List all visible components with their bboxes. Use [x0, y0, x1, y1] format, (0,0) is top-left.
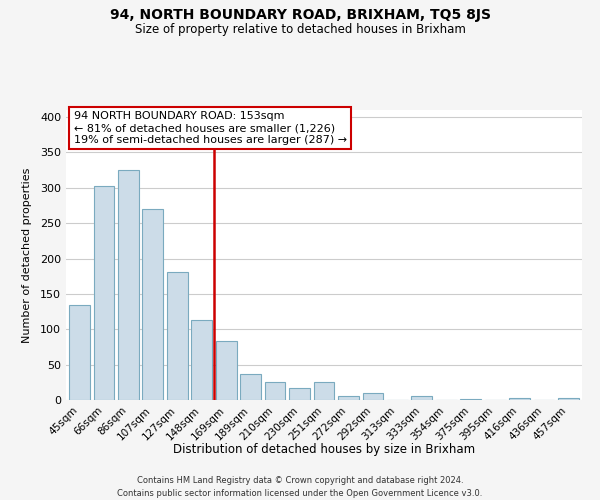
Bar — [362, 393, 383, 400]
Bar — [167, 272, 188, 400]
Bar — [69, 304, 90, 400]
Bar — [509, 398, 530, 400]
Text: Distribution of detached houses by size in Brixham: Distribution of detached houses by size … — [173, 442, 475, 456]
Text: Size of property relative to detached houses in Brixham: Size of property relative to detached ho… — [134, 22, 466, 36]
Bar — [240, 374, 261, 400]
Text: 94 NORTH BOUNDARY ROAD: 153sqm
← 81% of detached houses are smaller (1,226)
19% : 94 NORTH BOUNDARY ROAD: 153sqm ← 81% of … — [74, 112, 347, 144]
Bar — [265, 382, 286, 400]
Bar — [412, 396, 432, 400]
Bar — [338, 396, 359, 400]
Text: 94, NORTH BOUNDARY ROAD, BRIXHAM, TQ5 8JS: 94, NORTH BOUNDARY ROAD, BRIXHAM, TQ5 8J… — [110, 8, 491, 22]
Text: Contains HM Land Registry data © Crown copyright and database right 2024.
Contai: Contains HM Land Registry data © Crown c… — [118, 476, 482, 498]
Bar — [314, 382, 334, 400]
Bar — [94, 186, 114, 400]
Bar — [142, 209, 163, 400]
Bar — [118, 170, 139, 400]
Bar — [289, 388, 310, 400]
Bar — [558, 398, 579, 400]
Bar — [460, 398, 481, 400]
Bar — [216, 342, 236, 400]
Bar — [191, 320, 212, 400]
Y-axis label: Number of detached properties: Number of detached properties — [22, 168, 32, 342]
